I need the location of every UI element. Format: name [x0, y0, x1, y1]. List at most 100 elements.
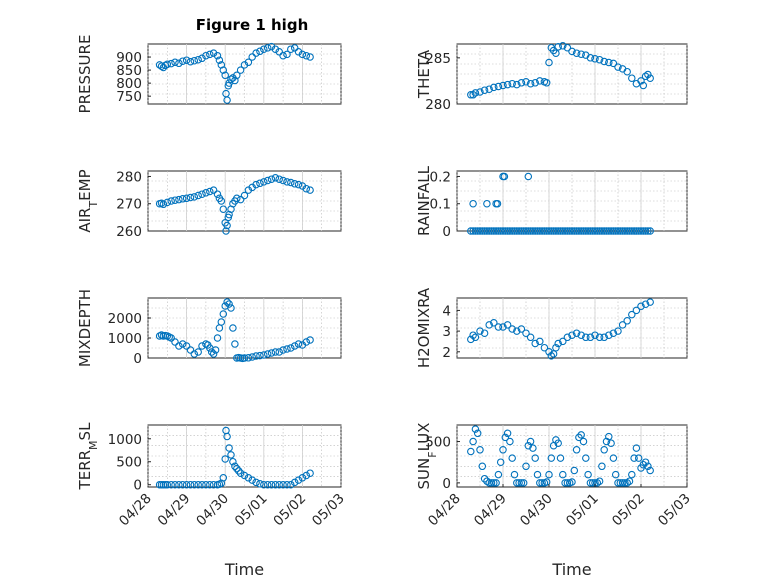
data-point [167, 197, 175, 205]
subplot-7: 0 500 1000 TERRMSL [76, 422, 342, 494]
data-point [563, 43, 572, 52]
data-point [225, 300, 233, 308]
data-point [287, 45, 295, 53]
data-point [476, 446, 484, 454]
data-point [279, 480, 287, 489]
data-point [236, 195, 245, 204]
y-tick-label: 3 [442, 324, 451, 340]
data-point [229, 324, 237, 332]
data-point [646, 466, 654, 475]
data-point [517, 79, 526, 87]
data-point [206, 50, 214, 59]
data-point [611, 470, 620, 479]
data-point [625, 477, 634, 485]
data-point [618, 479, 627, 487]
data-point [260, 480, 268, 489]
y-tick-label: 900 [116, 50, 142, 66]
data-point [632, 306, 641, 315]
data-point [290, 44, 299, 52]
x-tick-label: 05/03 [655, 491, 694, 530]
data-point [644, 70, 652, 79]
data-point [552, 49, 560, 57]
data-point [167, 59, 175, 68]
data-point [221, 71, 229, 80]
data-point [469, 331, 477, 339]
data-point [563, 333, 572, 342]
data-point [529, 444, 537, 452]
subplot-5: 0 1000 2000 MIXDEPTH [76, 289, 342, 367]
data-point [240, 191, 249, 200]
y-tick-label: 285 [425, 51, 451, 67]
data-point [233, 194, 241, 203]
data-point [644, 227, 652, 235]
data-point [478, 462, 487, 471]
data-point [605, 432, 613, 441]
data-point [476, 88, 484, 96]
y-tick-label: 0 [133, 478, 142, 494]
data-point [227, 75, 235, 83]
data-point [572, 49, 581, 57]
y-axis-label: TERRMSL [76, 422, 100, 491]
data-point [591, 55, 599, 63]
subplot-3: 260 270 280 AIRTEMP [76, 169, 342, 240]
data-point [503, 80, 512, 89]
data-point [219, 474, 228, 482]
data-point [600, 57, 608, 66]
x-axis-label: Time [551, 560, 591, 579]
data-point [522, 462, 530, 471]
data-point [499, 323, 507, 331]
data-point [252, 478, 260, 487]
data-point [236, 66, 245, 74]
data-point [302, 471, 311, 480]
subplot-7-xaxis: 04/28 04/29 04/30 05/01 05/02 05/03 Time [116, 491, 348, 579]
data-point [294, 476, 303, 484]
data-point [209, 480, 218, 489]
x-tick-label: 05/02 [270, 491, 309, 530]
data-point [639, 460, 648, 469]
data-point [290, 180, 299, 188]
data-point [234, 467, 243, 475]
data-point [248, 353, 256, 361]
data-point [487, 479, 496, 487]
x-tick-label: 04/30 [517, 491, 556, 530]
data-point [582, 333, 590, 342]
data-point [577, 331, 585, 339]
data-point [522, 78, 530, 86]
data-point [244, 58, 253, 67]
axes-box [456, 43, 688, 105]
data-point [536, 479, 544, 487]
y-tick-label: 850 [116, 63, 142, 79]
data-point [561, 479, 569, 487]
y-tick-label: 500 [425, 435, 451, 451]
data-point [231, 340, 239, 348]
y-tick-label: 260 [116, 224, 142, 240]
data-point [556, 454, 565, 462]
data-point [605, 58, 613, 67]
data-point [588, 479, 597, 487]
data-point [485, 321, 493, 329]
data-point [213, 51, 222, 60]
data-point [275, 480, 283, 489]
data-point [260, 351, 268, 359]
data-point [494, 470, 503, 479]
data-point [524, 172, 533, 181]
data-point [623, 479, 631, 487]
data-point [186, 346, 195, 354]
data-point [614, 63, 622, 71]
y-axis-label: SUNFLUX [415, 423, 439, 490]
data-point [540, 343, 549, 352]
y-tick-label: 0 [442, 224, 451, 240]
data-point [167, 480, 175, 489]
data-point [554, 439, 562, 447]
data-point [244, 474, 253, 482]
data-point [483, 477, 491, 485]
x-tick-label: 04/29 [155, 491, 194, 530]
data-point [267, 349, 276, 357]
data-point [263, 44, 272, 52]
data-point [526, 437, 535, 446]
data-point [194, 480, 202, 489]
data-point [163, 60, 172, 69]
